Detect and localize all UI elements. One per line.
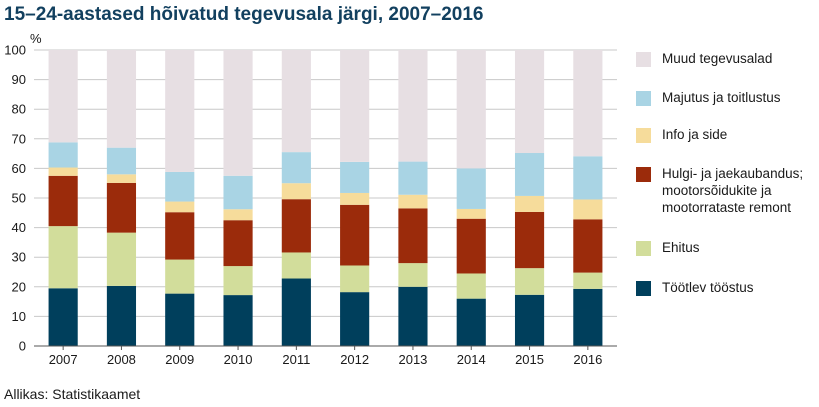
x-tick-label: 2013 xyxy=(398,352,427,367)
y-tick-label: 90 xyxy=(12,72,26,87)
bar-segment xyxy=(281,50,311,153)
bar-segment xyxy=(456,168,486,209)
bar-segment xyxy=(106,182,137,233)
y-tick-label: 10 xyxy=(12,309,26,324)
source-note: Allikas: Statistikaamet xyxy=(4,386,141,402)
bar-segment xyxy=(223,175,253,210)
bar-segment xyxy=(281,199,311,253)
bar-segment xyxy=(340,50,370,162)
bar-segment xyxy=(48,142,78,168)
x-tick-label: 2014 xyxy=(457,352,486,367)
bar-segment xyxy=(223,50,253,176)
bar-segment xyxy=(281,152,311,184)
x-tick-label: 2012 xyxy=(340,352,369,367)
legend-label: Töötlev tööstus xyxy=(662,280,754,295)
bar-segment xyxy=(456,50,486,169)
bar-segment xyxy=(340,204,370,266)
legend-label: Hulgi- ja jaekaubandus; mootorsõidukite … xyxy=(662,166,804,215)
bar-segment xyxy=(223,266,253,296)
y-tick-label: 30 xyxy=(12,250,26,265)
bar-segment xyxy=(48,175,78,227)
bar-segment xyxy=(573,288,603,346)
legend-label: Info ja side xyxy=(662,127,728,142)
y-tick-label: 100 xyxy=(4,43,26,58)
bar-segment xyxy=(514,50,545,154)
bar-segment xyxy=(340,292,370,346)
bar-segment xyxy=(514,153,545,196)
bar-segment xyxy=(106,232,137,286)
bar-segment xyxy=(340,192,370,205)
y-tick-label: 20 xyxy=(12,279,26,294)
axes: 0 10 20 30 40 50 60 70 80 90 100% 2007 2008 2009 2010 2… xyxy=(4,31,617,367)
bar-segment xyxy=(398,161,428,195)
bar-segment xyxy=(106,147,137,175)
x-tick-label: 2016 xyxy=(573,352,602,367)
x-tick-label: 2015 xyxy=(515,352,544,367)
bar-segment xyxy=(48,288,78,346)
bar-segment xyxy=(398,263,428,287)
legend-label: Majutus ja toitlustus xyxy=(662,90,781,105)
bar-segment xyxy=(573,156,603,200)
y-tick-label: 50 xyxy=(12,191,26,206)
x-tick-label: 2007 xyxy=(49,352,78,367)
y-tick-label: 40 xyxy=(12,220,26,235)
bar-segment xyxy=(165,212,195,260)
bar-segment xyxy=(456,218,486,274)
bar-segment xyxy=(398,50,428,162)
bar-segment xyxy=(165,293,195,346)
bar-segment xyxy=(165,201,195,213)
x-tick-label: 2008 xyxy=(107,352,136,367)
y-tick-label: 60 xyxy=(12,161,26,176)
bar-segment xyxy=(340,161,370,193)
bar-segment xyxy=(165,50,195,172)
bar-segment xyxy=(106,285,137,346)
bar-segment xyxy=(340,265,370,293)
bar-segment xyxy=(165,171,195,202)
y-tick-label: 70 xyxy=(12,131,26,146)
legend-label: Muud tegevusalad xyxy=(662,51,773,66)
chart-title: 15–24-aastased hõivatud tegevusala järgi… xyxy=(4,4,484,25)
y-tick-label: 0 xyxy=(19,339,26,354)
bar-segment xyxy=(398,208,428,264)
bar-segment xyxy=(281,278,311,346)
x-tick-label: 2011 xyxy=(282,352,310,367)
bar-segment xyxy=(514,268,545,295)
bar-segment xyxy=(48,50,78,143)
legend-swatch xyxy=(636,241,651,256)
x-tick-label: 2010 xyxy=(224,352,253,367)
bar-segment xyxy=(573,199,603,220)
bar-segment xyxy=(573,219,603,273)
bar-segment xyxy=(514,211,545,269)
bar-segment xyxy=(281,183,311,200)
bar-segment xyxy=(456,273,486,299)
legend-swatch xyxy=(636,128,651,143)
bar-segment xyxy=(514,195,545,212)
bar-segment xyxy=(223,220,253,267)
y-axis-unit-label: % xyxy=(30,31,42,46)
bar-segment xyxy=(223,295,253,346)
legend-swatch xyxy=(636,91,651,106)
bar-segment xyxy=(514,294,545,346)
bars xyxy=(48,50,603,346)
bar-segment xyxy=(398,286,428,346)
legend-swatch xyxy=(636,167,651,182)
bar-segment xyxy=(223,209,253,221)
legend-swatch xyxy=(636,52,651,67)
bar-segment xyxy=(573,50,603,157)
bar-segment xyxy=(456,208,486,219)
bar-segment xyxy=(106,174,137,183)
bar-segment xyxy=(165,259,195,294)
bar-segment xyxy=(456,298,486,346)
y-tick-label: 80 xyxy=(12,102,26,117)
x-tick-label: 2009 xyxy=(165,352,194,367)
bar-segment xyxy=(48,226,78,289)
bar-segment xyxy=(573,272,603,289)
bar-segment xyxy=(106,50,137,148)
legend-swatch xyxy=(636,281,651,296)
legend-label: Ehitus xyxy=(662,240,700,255)
bar-segment xyxy=(398,194,428,209)
bar-segment xyxy=(48,167,78,176)
bar-segment xyxy=(281,252,311,279)
